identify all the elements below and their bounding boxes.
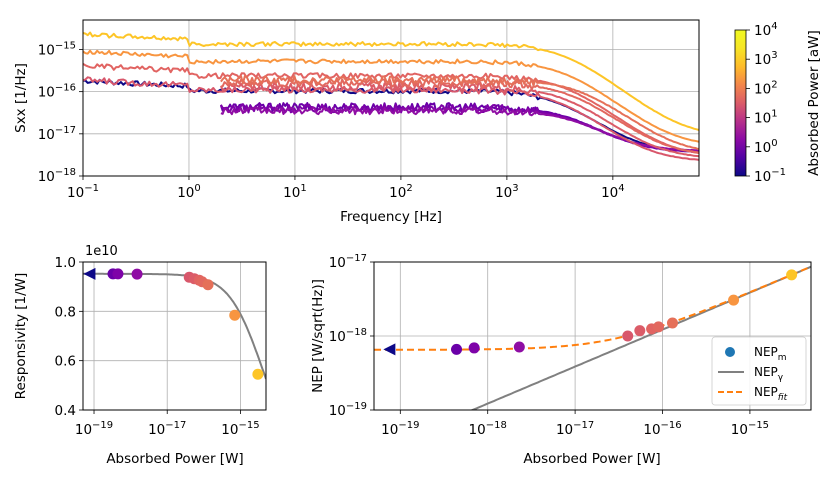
psd-series-line <box>83 78 699 154</box>
psd-series-line <box>219 82 699 158</box>
nep-point <box>622 330 634 342</box>
psd-xtick-label: 103 <box>495 183 519 201</box>
responsivity-xtick-label: 10−19 <box>75 420 113 438</box>
responsivity-points <box>83 267 264 380</box>
nep-point <box>451 343 463 355</box>
colorbar-ticks: 10−1 100 101 102 103 104 <box>746 21 786 185</box>
colorbar: 10−1 100 101 102 103 104 Absorbed Power [aW] <box>734 21 822 185</box>
psd-series-line <box>220 106 699 152</box>
psd-panel: 10−1 100 101 102 103 10410−1810−1710−1610−15 … <box>13 19 700 225</box>
responsivity-ylabel: Responsivity [1/W] <box>13 273 29 400</box>
colorbar-tick-label: 102 <box>754 79 778 97</box>
psd-xtick-label: 102 <box>389 183 413 201</box>
responsivity-ytick-label: 0.8 <box>55 304 76 320</box>
psd-xtick-label: 104 <box>601 183 625 201</box>
responsivity-ticks: 10−19 10−17 10−15 0.4 0.6 0.8 1.0 <box>55 255 260 438</box>
psd-xlabel: Frequency [Hz] <box>340 209 442 225</box>
psd-series-line <box>83 49 699 143</box>
responsivity-grid <box>83 261 266 411</box>
psd-xtick-label: 101 <box>283 183 307 201</box>
nep-ticks: 10−19 10−18 10−17 10−16 10−15 10−19 10−18 10−17 <box>329 253 769 438</box>
responsivity-offset-text: 1e10 <box>85 244 118 259</box>
responsivity-frame <box>82 261 267 411</box>
responsivity-xtick-label: 10−15 <box>221 420 259 438</box>
psd-series-line <box>220 75 699 150</box>
nep-xtick-label: 10−17 <box>556 420 594 438</box>
psd-frame <box>82 19 700 177</box>
psd-series <box>83 31 699 161</box>
colorbar-tick-label: 100 <box>754 138 778 156</box>
psd-ytick-label: 10−16 <box>38 83 76 101</box>
colorbar-gradient <box>734 29 747 177</box>
responsivity-point <box>202 279 214 291</box>
nep-xtick-label: 10−19 <box>381 420 419 438</box>
psd-xtick-label: 10−1 <box>67 183 99 201</box>
responsivity-ytick-label: 0.6 <box>55 354 76 370</box>
responsivity-fit <box>83 272 266 380</box>
psd-xtick-label: 100 <box>177 183 201 201</box>
psd-ytick-label: 10−17 <box>38 125 76 143</box>
nep-panel: 10−19 10−18 10−17 10−16 10−15 10−19 10−18 10−17… <box>310 253 812 467</box>
nep-xtick-label: 10−15 <box>731 420 769 438</box>
nep-fit-line <box>374 265 811 351</box>
nep-point <box>634 325 646 337</box>
colorbar-tick-label: 10−1 <box>754 167 786 185</box>
nep-point <box>728 294 740 306</box>
nep-legend: NEPm NEPγ NEPfit <box>711 336 807 406</box>
legend-dot-marker <box>725 347 735 357</box>
responsivity-xlabel: Absorbed Power [W] <box>106 451 243 467</box>
responsivity-xtick-label: 10−17 <box>148 420 186 438</box>
psd-ylabel: Sxx [1/Hz] <box>13 63 29 133</box>
nep-points <box>383 269 798 356</box>
nep-xlabel: Absorbed Power [W] <box>523 451 660 467</box>
psd-ytick-label: 10−18 <box>38 167 76 185</box>
nep-ytick-label: 10−17 <box>329 253 367 271</box>
nep-ylabel: NEP [W/sqrt(Hz)] <box>310 279 326 393</box>
responsivity-ytick-label: 0.4 <box>55 403 76 419</box>
legend-label: NEPm <box>754 345 787 363</box>
legend-label: NEPfit <box>754 385 788 403</box>
psd-ytick-label: 10−15 <box>38 40 76 58</box>
psd-ticks: 10−1 100 101 102 103 104 10−18 10−17 10−16 10−15 <box>38 40 625 201</box>
nep-xtick-label: 10−18 <box>469 420 507 438</box>
psd-series-line <box>83 63 699 155</box>
nep-point <box>468 342 480 354</box>
colorbar-label: Absorbed Power [aW] <box>806 30 822 176</box>
nep-point <box>513 341 525 353</box>
responsivity-fit-curve <box>83 272 266 380</box>
legend-label: NEPγ <box>754 365 784 383</box>
responsivity-point <box>229 309 241 321</box>
nep-legend-box <box>711 336 807 406</box>
nep-arrow-marker <box>383 343 396 356</box>
psd-series-line <box>83 31 699 131</box>
colorbar-tick-label: 101 <box>754 109 778 127</box>
colorbar-tick-label: 103 <box>754 50 778 68</box>
responsivity-point <box>252 368 264 380</box>
responsivity-ytick-label: 1.0 <box>55 255 76 271</box>
responsivity-point <box>131 268 143 280</box>
responsivity-point <box>112 268 124 280</box>
colorbar-tick-label: 104 <box>754 21 778 39</box>
responsivity-panel: 10−19 10−17 10−15 0.4 0.6 0.8 1.0 1e10 Absorbe… <box>13 244 267 467</box>
nep-ytick-label: 10−19 <box>329 401 367 419</box>
nep-point <box>653 321 665 333</box>
nep-point <box>786 269 798 281</box>
nep-xtick-label: 10−16 <box>643 420 681 438</box>
responsivity-arrow-marker <box>83 267 96 280</box>
nep-point <box>666 317 678 329</box>
nep-ytick-label: 10−18 <box>329 327 367 345</box>
